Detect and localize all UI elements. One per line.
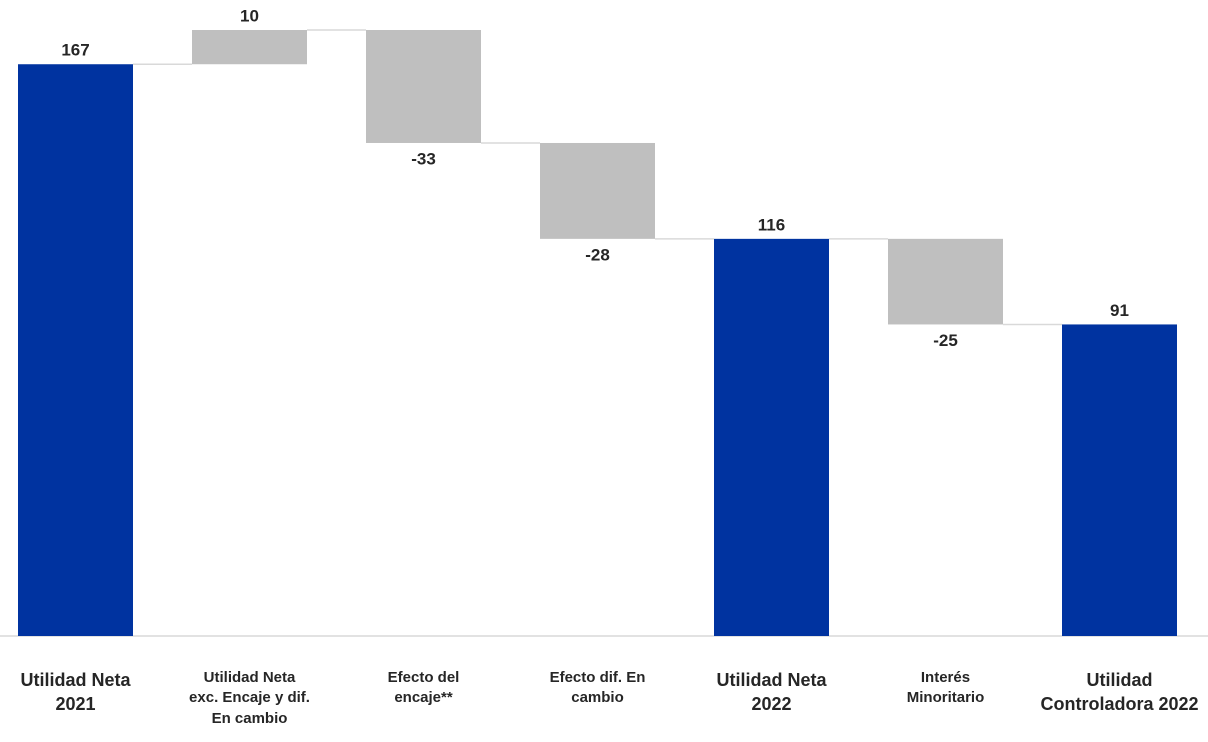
total-bar <box>18 64 133 636</box>
x-tick-label: Interés Minoritario <box>906 669 985 707</box>
value-label: 116 <box>758 215 785 234</box>
x-tick-label: Utilidad Neta 2021 <box>20 670 131 715</box>
delta-bar <box>366 30 481 143</box>
x-tick-label: Efecto dif. En cambio <box>549 669 646 707</box>
value-label: 91 <box>1110 301 1129 320</box>
value-label: 10 <box>240 6 259 25</box>
x-tick-label: Utilidad Controladora 2022 <box>1040 670 1199 715</box>
x-tick-label: Utilidad Neta 2022 <box>716 670 827 715</box>
value-label: -28 <box>585 245 610 264</box>
delta-bar <box>192 30 307 65</box>
total-bar <box>1062 324 1177 636</box>
delta-bar <box>540 142 655 239</box>
x-tick-label: Utilidad Neta exc. Encaje y dif. En camb… <box>189 669 310 727</box>
value-label: -33 <box>411 149 436 168</box>
delta-bar <box>888 238 1003 325</box>
total-bar <box>714 238 829 636</box>
value-label: -25 <box>933 331 958 350</box>
x-tick-label: Efecto del encaje** <box>387 669 460 707</box>
value-label: 167 <box>61 41 89 60</box>
